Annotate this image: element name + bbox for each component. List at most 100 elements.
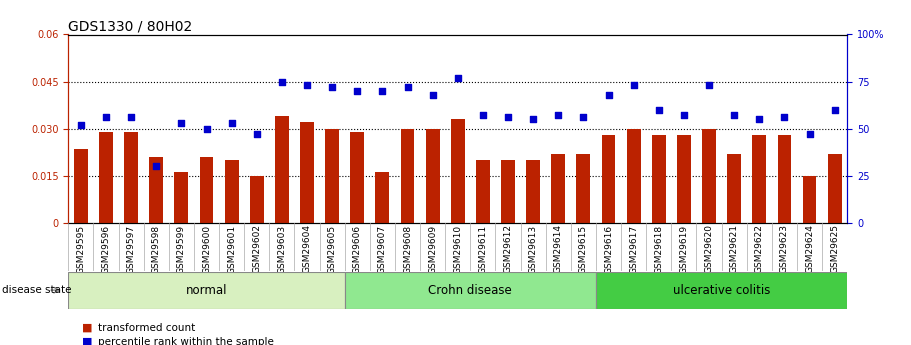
Text: GSM29601: GSM29601 — [227, 225, 236, 274]
Text: GSM29609: GSM29609 — [428, 225, 437, 274]
Bar — [551, 154, 565, 223]
Text: GSM29622: GSM29622 — [755, 225, 763, 273]
Text: GSM29619: GSM29619 — [680, 225, 689, 274]
Point — [400, 85, 415, 90]
Bar — [200, 157, 213, 223]
Point — [651, 107, 666, 112]
Point — [627, 82, 641, 88]
Text: GSM29621: GSM29621 — [730, 225, 739, 274]
Bar — [351, 132, 364, 223]
Bar — [425, 128, 440, 223]
Text: percentile rank within the sample: percentile rank within the sample — [98, 337, 274, 345]
Text: GSM29596: GSM29596 — [101, 225, 110, 274]
Point — [777, 115, 792, 120]
Text: GSM29600: GSM29600 — [202, 225, 211, 274]
Point — [149, 164, 164, 169]
Text: GSM29604: GSM29604 — [302, 225, 312, 274]
Bar — [344, 272, 596, 309]
Point — [551, 112, 566, 118]
Point — [601, 92, 616, 97]
Bar — [325, 128, 339, 223]
Point — [300, 82, 314, 88]
Text: ■: ■ — [82, 323, 93, 333]
Bar — [99, 132, 113, 223]
Text: GSM29623: GSM29623 — [780, 225, 789, 274]
Text: GSM29608: GSM29608 — [403, 225, 412, 274]
Bar — [401, 128, 415, 223]
Text: GSM29606: GSM29606 — [353, 225, 362, 274]
Text: GSM29625: GSM29625 — [830, 225, 839, 274]
Text: GSM29611: GSM29611 — [478, 225, 487, 274]
Text: transformed count: transformed count — [98, 323, 196, 333]
Text: GSM29616: GSM29616 — [604, 225, 613, 274]
Text: GSM29602: GSM29602 — [252, 225, 261, 274]
Point — [701, 82, 716, 88]
Text: GSM29614: GSM29614 — [554, 225, 563, 274]
Bar — [803, 176, 816, 223]
Text: GSM29603: GSM29603 — [277, 225, 286, 274]
Point — [74, 122, 88, 128]
Point — [450, 75, 465, 80]
Point — [677, 112, 691, 118]
Bar — [677, 135, 691, 223]
Text: GSM29605: GSM29605 — [328, 225, 337, 274]
Text: normal: normal — [186, 284, 227, 297]
Bar — [451, 119, 465, 223]
Point — [350, 88, 364, 93]
Bar — [300, 122, 314, 223]
Text: GSM29598: GSM29598 — [152, 225, 160, 274]
Bar — [175, 172, 189, 223]
Text: GSM29613: GSM29613 — [528, 225, 537, 274]
Point — [98, 115, 113, 120]
Text: GSM29607: GSM29607 — [378, 225, 387, 274]
Bar — [476, 160, 490, 223]
Point — [375, 88, 390, 93]
Text: GSM29615: GSM29615 — [578, 225, 588, 274]
Text: GSM29610: GSM29610 — [454, 225, 462, 274]
Bar — [752, 135, 766, 223]
Bar — [149, 157, 163, 223]
Bar — [702, 128, 716, 223]
Point — [425, 92, 440, 97]
Point — [174, 120, 189, 126]
Text: GSM29620: GSM29620 — [704, 225, 713, 274]
Point — [224, 120, 239, 126]
Bar — [501, 160, 515, 223]
Text: ■: ■ — [82, 337, 93, 345]
Text: disease state: disease state — [2, 285, 71, 295]
Point — [526, 116, 540, 122]
Point — [576, 115, 590, 120]
Text: GSM29624: GSM29624 — [805, 225, 814, 273]
Bar — [74, 149, 87, 223]
Bar — [577, 154, 590, 223]
Text: Crohn disease: Crohn disease — [428, 284, 512, 297]
Point — [827, 107, 842, 112]
Point — [124, 115, 138, 120]
Bar — [596, 272, 847, 309]
Point — [501, 115, 516, 120]
Point — [803, 131, 817, 137]
Text: GSM29617: GSM29617 — [630, 225, 639, 274]
Point — [752, 116, 766, 122]
Text: GSM29595: GSM29595 — [77, 225, 86, 274]
Text: GSM29599: GSM29599 — [177, 225, 186, 274]
Point — [250, 131, 264, 137]
Bar — [777, 135, 792, 223]
Bar — [527, 160, 540, 223]
Bar — [250, 176, 263, 223]
Text: ulcerative colitis: ulcerative colitis — [673, 284, 771, 297]
Point — [325, 85, 340, 90]
Point — [727, 112, 742, 118]
Point — [476, 112, 490, 118]
Text: GSM29618: GSM29618 — [654, 225, 663, 274]
Point — [274, 79, 289, 84]
Point — [200, 126, 214, 131]
Bar — [727, 154, 741, 223]
Text: GSM29612: GSM29612 — [504, 225, 513, 274]
Bar — [828, 154, 842, 223]
Bar — [375, 172, 389, 223]
Bar — [601, 135, 616, 223]
Bar — [124, 132, 138, 223]
Text: GDS1330 / 80H02: GDS1330 / 80H02 — [68, 19, 192, 33]
Bar — [652, 135, 666, 223]
